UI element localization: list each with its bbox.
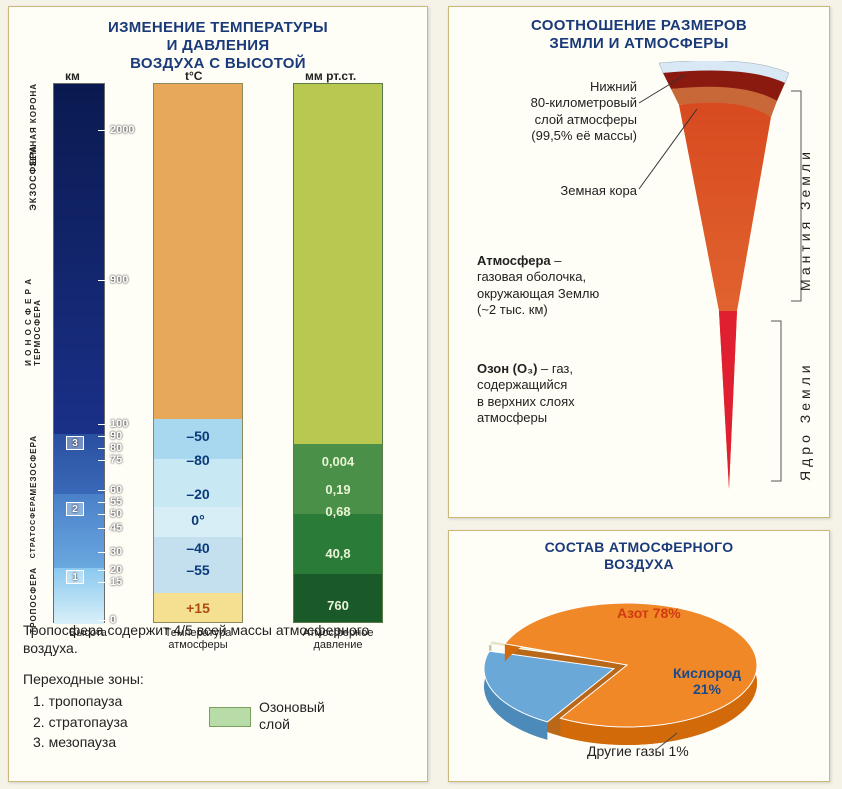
- height-tick-label: 80: [110, 442, 122, 454]
- nitrogen-label: Азот 78%: [617, 605, 681, 621]
- height-tick-label: 20: [110, 564, 122, 576]
- col-header-tc: t°C: [185, 69, 202, 83]
- pressure-value: 0,004: [294, 454, 382, 469]
- layer-label: ТРОПОСФЕРА: [19, 567, 47, 623]
- pause-number: 1: [66, 570, 84, 584]
- layer-label: ЗЕМНАЯ КОРОНА: [19, 83, 47, 143]
- left-title: ИЗМЕНЕНИЕ ТЕМПЕРАТУРЫ И ДАВЛЕНИЯ ВОЗДУХА…: [17, 19, 419, 73]
- legend-title: Переходные зоны:: [23, 669, 144, 689]
- pause-number: 2: [66, 502, 84, 516]
- ozone-swatch: [209, 707, 251, 727]
- layer-label: МЕЗОСФЕРА: [19, 435, 47, 493]
- temp-value: –50: [154, 428, 242, 444]
- temp-value: –20: [154, 486, 242, 502]
- height-tick-label: 30: [110, 546, 122, 558]
- layer-label: И О Н О С Ф Е Р А ТЕРМОСФЕРА: [19, 278, 47, 433]
- crust-label: Земная кора: [517, 183, 637, 199]
- col-header-km: км: [65, 69, 80, 83]
- temp-value: 0°: [154, 512, 242, 528]
- legend-item: 2. стратопауза: [33, 712, 144, 732]
- core-side-label: Ядро Земли: [797, 321, 813, 481]
- temp-value: –40: [154, 540, 242, 556]
- layer-label: СТРАТОСФЕРА: [19, 495, 47, 565]
- height-tick-label: 90: [110, 430, 122, 442]
- height-tick-label: 55: [110, 496, 122, 508]
- height-tick-label: 75: [110, 454, 122, 466]
- height-bar: 2000900100908075605550453020150321: [53, 83, 105, 623]
- pie-wrap: Азот 78% Кислород 21% Другие газы 1%: [457, 573, 821, 773]
- pressure-value: 0,68: [294, 504, 382, 519]
- temp-value: –55: [154, 562, 242, 578]
- pressure-value: 40,8: [294, 546, 382, 561]
- height-tick-label: 900: [110, 274, 128, 286]
- wedge-area: Нижний 80-километровый слой атмосферы (9…: [459, 61, 819, 501]
- pause-number: 3: [66, 436, 84, 450]
- atmo-layer-label: Нижний 80-километровый слой атмосферы (9…: [477, 79, 637, 144]
- pressure-value: 760: [294, 598, 382, 613]
- earth-atmosphere-panel: СООТНОШЕНИЕ РАЗМЕРОВ ЗЕМЛИ И АТМОСФЕРЫ Н…: [448, 6, 830, 518]
- height-tick-label: 2000: [110, 124, 134, 136]
- temp-value: +15: [154, 600, 242, 616]
- height-tick-label: 45: [110, 522, 122, 534]
- height-tick-label: 60: [110, 484, 122, 496]
- air-composition-panel: СОСТАВ АТМОСФЕРНОГО ВОЗДУХА Азот 78% Кис…: [448, 530, 830, 782]
- atmosphere-def: Атмосфера – газовая оболочка, окружающая…: [477, 253, 667, 318]
- layer-labels: ЗЕМНАЯ КОРОНАЭКЗОСФЕРА И О Н О С Ф Е Р А …: [19, 83, 47, 623]
- layer-label: ЭКЗОСФЕРА: [19, 145, 47, 275]
- ozone-def: Озон (O₃) – газ, содержащийся в верхних …: [477, 361, 657, 426]
- oxygen-label: Кислород 21%: [673, 665, 741, 697]
- temp-bar: ТЕМПЕРАТУРА ПОСТОЯННАЯ 1200° –50–80–200°…: [153, 83, 243, 623]
- transition-zones-legend: Переходные зоны: 1. тропопауза 2. страто…: [23, 669, 144, 752]
- troposphere-note: Тропосфера содержит 4/5 всей массы атмос…: [23, 621, 413, 657]
- other-gases-label: Другие газы 1%: [587, 743, 689, 759]
- mantle-side-label: Мантия Земли: [797, 111, 813, 291]
- pressure-bar: АТМОСФЕРНОЕ ДАВЛЕНИЕ ПРАКТИЧЕСКИ ОТСУТСТ…: [293, 83, 383, 623]
- rt-title: СООТНОШЕНИЕ РАЗМЕРОВ ЗЕМЛИ И АТМОСФЕРЫ: [459, 17, 819, 53]
- rb-title: СОСТАВ АТМОСФЕРНОГО ВОЗДУХА: [457, 539, 821, 573]
- legend-item: 3. мезопауза: [33, 732, 144, 752]
- temp-value: –80: [154, 452, 242, 468]
- columns-area: км t°C мм рт.ст. ЗЕМНАЯ КОРОНАЭКЗОСФЕРАИ…: [23, 83, 419, 623]
- legend-item: 1. тропопауза: [33, 691, 144, 711]
- pressure-value: 0,19: [294, 482, 382, 497]
- height-tick-label: 15: [110, 576, 122, 588]
- left-panel: ИЗМЕНЕНИЕ ТЕМПЕРАТУРЫ И ДАВЛЕНИЯ ВОЗДУХА…: [8, 6, 428, 782]
- height-tick-label: 100: [110, 418, 128, 430]
- col-header-mm: мм рт.ст.: [305, 69, 356, 83]
- ozone-label: Озоновый слой: [259, 699, 325, 733]
- height-tick-label: 50: [110, 508, 122, 520]
